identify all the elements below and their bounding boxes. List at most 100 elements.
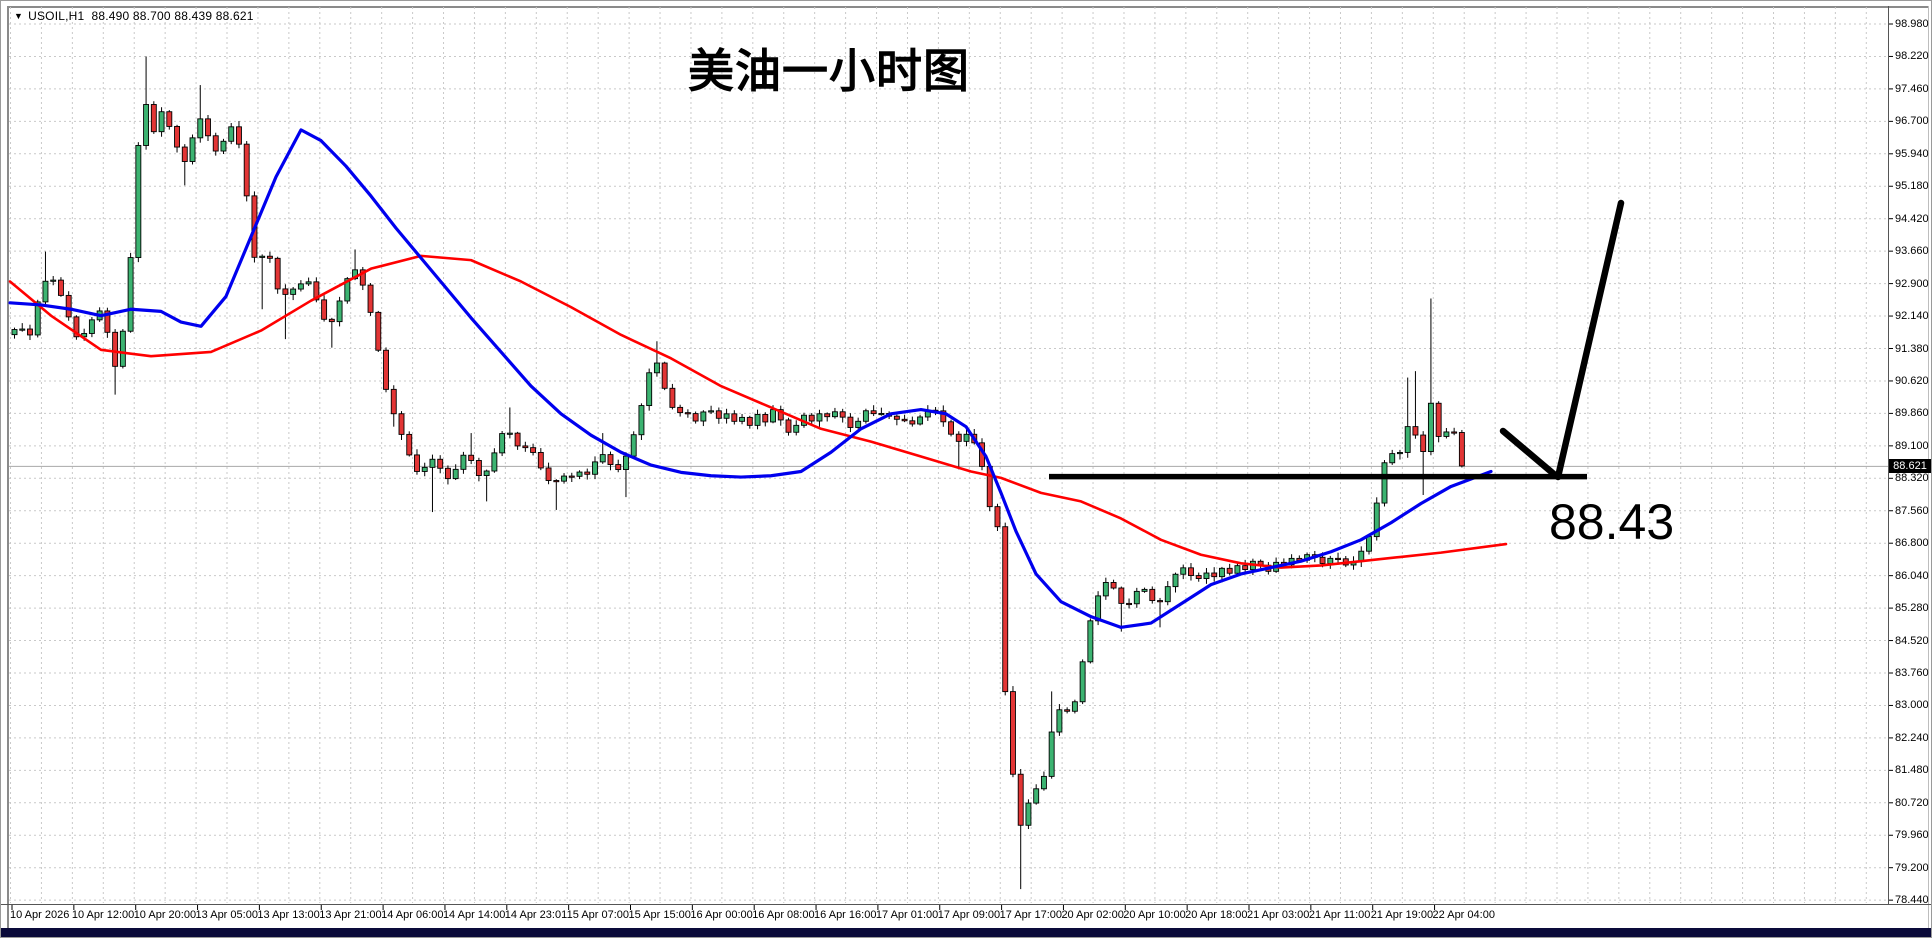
candle-body [50, 279, 57, 282]
candle-body [692, 413, 699, 422]
price-axis-label: 98.220 [1895, 50, 1929, 63]
candle-body [1234, 565, 1241, 574]
candle-body [336, 300, 343, 323]
time-axis-label: 15 Apr 15:00 [628, 909, 691, 921]
candle-body [344, 278, 351, 302]
price-axis-label: 86.800 [1895, 537, 1929, 550]
candle-body [1218, 567, 1225, 578]
candle-body [383, 349, 389, 390]
candle-body [414, 454, 420, 472]
candle-body [1226, 567, 1233, 574]
time-axis-label: 14 Apr 14:00 [442, 909, 506, 921]
candle-body [27, 328, 33, 336]
candle-body [762, 413, 769, 423]
candle-body [398, 413, 405, 435]
candle-body [785, 419, 792, 433]
candle-body [576, 471, 583, 477]
candle-body [862, 410, 869, 422]
candle-body [259, 255, 266, 258]
candle-body [166, 111, 173, 127]
price-axis-label: 84.520 [1895, 634, 1929, 647]
candle-body [359, 269, 366, 286]
time-axis-label: 14 Apr 06:00 [381, 909, 444, 921]
candle-body [1164, 586, 1171, 603]
candle-body [506, 432, 513, 435]
candle-body [305, 281, 312, 285]
candle-body [1451, 431, 1458, 434]
candle-body [212, 135, 219, 152]
candle-body [963, 433, 970, 442]
time-axis-label: 10 Apr 20:00 [133, 909, 197, 921]
candle-body [1172, 573, 1179, 588]
candle-body [646, 372, 653, 407]
time-axis-label: 10 Apr 2026 [10, 909, 70, 921]
candle-body [816, 413, 823, 422]
candle-body [754, 413, 761, 426]
candle-body [375, 311, 382, 351]
candle-body [352, 269, 359, 280]
candle-body [1149, 588, 1156, 602]
candle-body [1110, 582, 1117, 589]
time-axis-label: 21 Apr 03:00 [1247, 909, 1310, 921]
time-axis-label: 10 Apr 12:00 [71, 909, 135, 921]
candle-body [452, 468, 459, 480]
candle-body [537, 452, 544, 469]
candle-body [1118, 587, 1125, 604]
bottom-status-bar [1, 928, 1931, 937]
candle-body [677, 406, 684, 414]
candle-body [1242, 565, 1249, 570]
time-axis-label: 17 Apr 09:00 [937, 909, 1001, 921]
candle-body [1040, 775, 1047, 790]
candle-body [11, 329, 18, 336]
candle-body [599, 454, 606, 463]
arrow-check-stroke [1499, 427, 1559, 479]
time-axis-label: 16 Apr 16:00 [814, 909, 877, 921]
candle-body [1195, 575, 1202, 579]
candle-body [1327, 557, 1334, 564]
candle-body [1056, 709, 1063, 733]
symbol-dropdown-icon[interactable]: ▼ [14, 11, 24, 21]
candle-body [297, 283, 304, 290]
candle-body [282, 288, 289, 295]
candle-body [638, 405, 645, 436]
candle-body [661, 362, 668, 389]
time-axis-separator [1, 904, 1931, 905]
candle-body [715, 410, 722, 419]
candle-body [855, 420, 862, 428]
price-axis-label: 90.620 [1895, 374, 1929, 387]
candle-body [328, 318, 335, 323]
price-axis-label: 91.380 [1895, 342, 1929, 355]
candle-body [909, 420, 916, 425]
candle-body [19, 328, 26, 331]
candle-body [1010, 691, 1016, 775]
chart-title: 美油一小时图 [688, 45, 970, 97]
candle-body [143, 104, 150, 146]
candle-body [1064, 709, 1071, 712]
candle-body [189, 137, 196, 162]
symbol-info[interactable]: ▼ USOIL,H1 88.490 88.700 88.439 88.621 [14, 9, 254, 23]
candle-body [1458, 432, 1465, 467]
candle-body [406, 433, 413, 456]
candle-body [940, 410, 947, 423]
candle-body [1079, 661, 1086, 703]
price-axis-label: 92.900 [1895, 277, 1929, 290]
price-axis-label: 80.720 [1895, 796, 1929, 809]
candle-body [1071, 701, 1078, 712]
candle-body [994, 506, 1001, 528]
candle-body [1420, 434, 1427, 452]
candle-body [723, 413, 730, 419]
candle-body [615, 464, 622, 470]
time-axis-label: 16 Apr 00:00 [690, 909, 753, 921]
candle-body [220, 140, 227, 152]
candle-body [1025, 802, 1032, 826]
price-axis-label: 97.460 [1895, 82, 1929, 95]
candle-body [739, 416, 746, 422]
candle-body [73, 316, 80, 338]
candle-body [1203, 572, 1210, 579]
candle-body [901, 418, 908, 422]
price-axis-label: 95.180 [1895, 180, 1929, 193]
time-axis-label: 13 Apr 21:00 [319, 909, 382, 921]
arrow-up-stroke [1554, 199, 1625, 481]
